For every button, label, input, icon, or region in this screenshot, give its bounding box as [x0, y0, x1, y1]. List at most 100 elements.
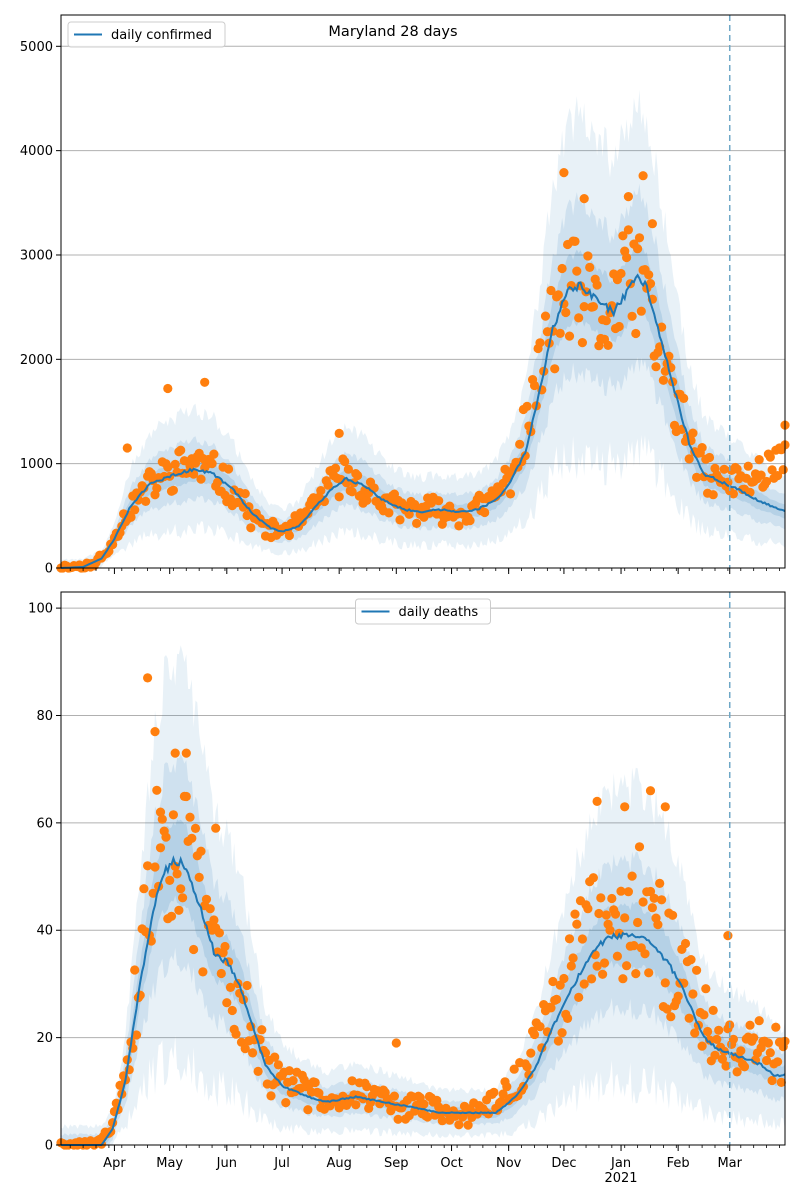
- deaths-data-point: [314, 1088, 324, 1098]
- deaths-data-point: [284, 1066, 294, 1076]
- confirmed-data-point: [658, 375, 669, 385]
- deaths-data-point: [240, 1044, 250, 1054]
- deaths-data-point: [633, 917, 643, 928]
- confirmed-data-point: [224, 464, 234, 474]
- confirmed-data-point: [732, 464, 742, 474]
- deaths-data-point: [498, 1089, 508, 1099]
- confirmed-data-point: [284, 530, 294, 541]
- confirmed-data-point: [555, 328, 565, 338]
- deaths-data-point: [721, 1061, 731, 1071]
- deaths-data-point: [552, 994, 562, 1005]
- deaths-data-point: [570, 909, 580, 919]
- deaths-data-point: [205, 904, 215, 914]
- deaths-data-point: [660, 802, 670, 812]
- deaths-data-point: [559, 973, 569, 984]
- deaths-data-point: [288, 1076, 298, 1086]
- deaths-data-point: [310, 1077, 320, 1088]
- confirmed-data-point: [574, 313, 584, 323]
- deaths-data-point: [483, 1109, 493, 1119]
- deaths-data-point: [564, 934, 575, 944]
- confirmed-title: Maryland 28 days: [328, 24, 457, 40]
- deaths-x-tick-label: Apr: [103, 1156, 126, 1171]
- deaths-data-point: [347, 1076, 357, 1086]
- deaths-data-point: [181, 748, 191, 758]
- confirmed-data-point: [515, 439, 525, 449]
- deaths-data-point: [187, 833, 197, 843]
- deaths-data-point: [248, 1048, 258, 1058]
- confirmed-data-point: [579, 194, 589, 204]
- confirmed-data-point: [343, 464, 353, 474]
- deaths-bands: [61, 645, 785, 1145]
- deaths-legend: daily deaths: [355, 598, 491, 625]
- deaths-data-point: [566, 961, 576, 971]
- deaths-data-point: [572, 919, 582, 929]
- confirmed-data-point: [362, 495, 372, 505]
- confirmed-data-point: [561, 307, 571, 318]
- deaths-data-point: [454, 1120, 464, 1130]
- deaths-data-point: [266, 1091, 276, 1101]
- confirmed-data-point: [594, 341, 604, 351]
- deaths-data-point: [662, 1004, 672, 1014]
- confirmed-data-point: [412, 518, 422, 529]
- deaths-data-point: [583, 904, 593, 914]
- confirmed-data-point: [644, 270, 654, 280]
- deaths-y-ticks: 0 20 40 60 80 100: [28, 602, 61, 1154]
- confirmed-data-point: [627, 311, 637, 321]
- deaths-data-point: [728, 1034, 739, 1044]
- confirmed-data-point: [207, 459, 217, 469]
- deaths-grid: [61, 607, 785, 1039]
- deaths-data-point: [214, 928, 224, 938]
- deaths-data-point: [684, 1013, 694, 1023]
- confirmed-data-point: [152, 483, 162, 493]
- confirmed-data-point: [728, 489, 739, 499]
- confirmed-data-point: [240, 489, 250, 499]
- confirmed-data-point: [465, 516, 475, 526]
- deaths-data-point: [194, 872, 204, 883]
- deaths-data-point: [198, 967, 208, 977]
- deaths-data-point: [546, 1003, 556, 1013]
- confirmed-data-point: [616, 268, 626, 279]
- deaths-data-point: [717, 1054, 728, 1064]
- confirmed-data-point: [529, 380, 540, 391]
- deaths-data-point: [161, 832, 171, 842]
- deaths-data-point: [178, 893, 188, 903]
- confirmed-y-tick-label: 2000: [20, 353, 53, 368]
- deaths-x-tick-label: Jul: [273, 1156, 290, 1171]
- deaths-data-point: [697, 1041, 707, 1051]
- confirmed-legend-label: daily confirmed: [111, 28, 212, 43]
- confirmed-legend-box: [67, 21, 226, 48]
- confirmed-data-point: [634, 233, 645, 243]
- deaths-data-point: [618, 974, 628, 984]
- deaths-data-point: [701, 984, 711, 994]
- deaths-data-point: [612, 951, 623, 961]
- confirmed-data-point: [645, 279, 656, 289]
- deaths-data-point: [610, 909, 621, 919]
- confirmed-data-point: [139, 483, 149, 493]
- deaths-data-point: [391, 1038, 401, 1048]
- confirmed-y-ticks: 0 1000 2000 3000 4000 5000: [20, 40, 61, 577]
- deaths-frame: [60, 591, 786, 1146]
- confirmed-data-point: [679, 393, 689, 403]
- confirmed-data-point: [601, 316, 611, 326]
- deaths-data-point: [181, 791, 191, 802]
- confirmed-data-point: [334, 428, 344, 438]
- confirmed-data-point: [353, 470, 363, 481]
- confirmed-data-point: [141, 496, 151, 506]
- deaths-data-point: [776, 1077, 786, 1087]
- deaths-data-point: [596, 893, 606, 903]
- deaths-data-point: [220, 941, 230, 952]
- confirmed-data-point: [404, 509, 414, 519]
- deaths-data-point: [666, 1012, 676, 1022]
- confirmed-data-point: [762, 476, 772, 487]
- deaths-data-point: [176, 884, 186, 894]
- deaths-data-point: [620, 802, 630, 812]
- deaths-data-point: [253, 1066, 263, 1076]
- deaths-data-point: [209, 915, 219, 925]
- confirmed-data-point: [130, 505, 140, 515]
- deaths-line: [61, 855, 786, 1146]
- confirmed-data-point: [213, 477, 223, 487]
- confirmed-data-point: [126, 512, 136, 522]
- deaths-data-point: [270, 1052, 280, 1062]
- deaths-data-point: [172, 869, 182, 879]
